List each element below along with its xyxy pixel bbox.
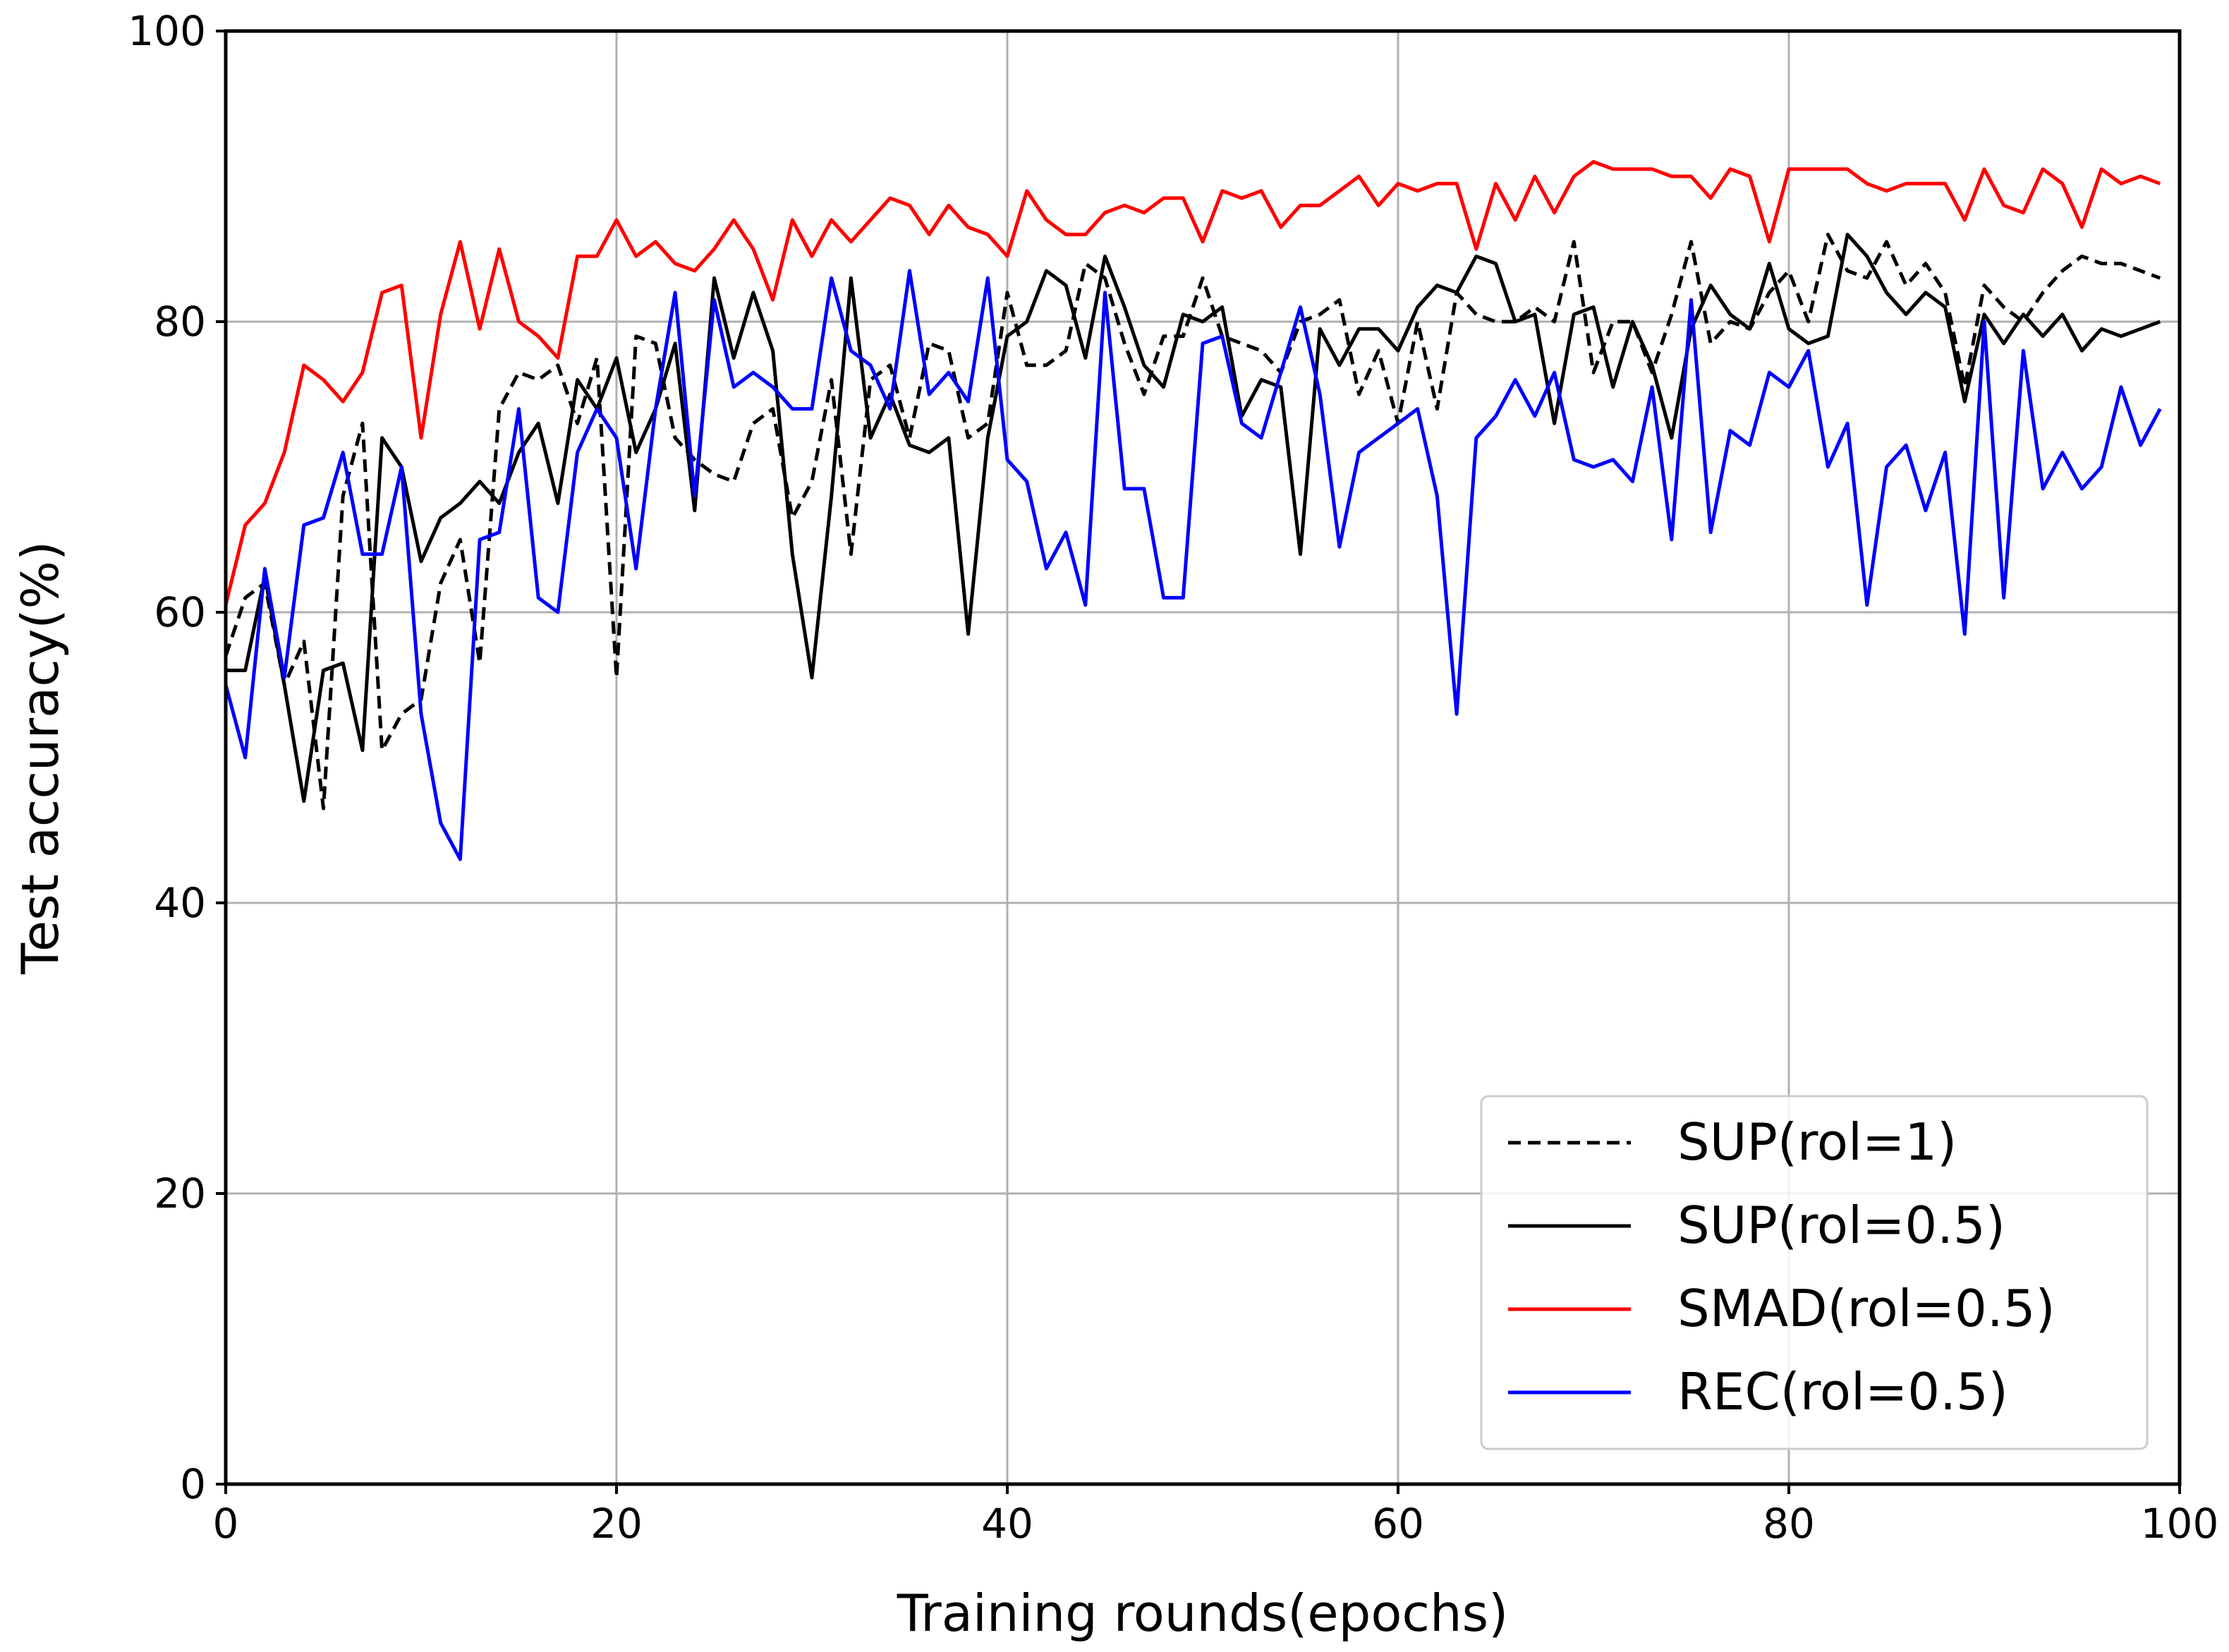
legend-label: SUP(rol=0.5) xyxy=(1677,1196,2005,1255)
legend-label: SMAD(rol=0.5) xyxy=(1677,1279,2055,1338)
axis-ticks: 0 20 40 60 80 100 0 20 40 60 80 100 xyxy=(128,7,2218,1548)
x-tick-label: 20 xyxy=(590,1500,643,1548)
y-tick-label: 80 xyxy=(154,298,206,346)
legend-label: REC(rol=0.5) xyxy=(1677,1362,2008,1421)
series-line-0 xyxy=(224,232,2161,810)
series-line-1 xyxy=(226,232,2161,803)
x-axis-title: Training rounds(epochs) xyxy=(897,1584,1509,1643)
series-line-3 xyxy=(224,269,2162,861)
x-tick-label: 80 xyxy=(1763,1500,1815,1548)
x-tick-label: 0 xyxy=(213,1500,239,1548)
legend-label: SUP(rol=1) xyxy=(1677,1112,1957,1172)
legend: SUP(rol=1) SUP(rol=0.5) SMAD(rol=0.5) REC(r… xyxy=(1480,1095,2149,1450)
x-tick-label: 60 xyxy=(1372,1500,1424,1548)
y-tick-label: 20 xyxy=(154,1170,206,1217)
x-tick-label: 100 xyxy=(2141,1500,2219,1548)
legend-box xyxy=(1480,1095,2149,1450)
y-tick-label: 60 xyxy=(154,588,206,636)
y-tick-label: 100 xyxy=(128,7,206,55)
plot-frame xyxy=(224,29,2182,1486)
y-tick-label: 0 xyxy=(180,1460,206,1508)
y-tick-label: 40 xyxy=(154,879,206,927)
series-lines xyxy=(224,159,2162,861)
series-line-2 xyxy=(224,159,2161,606)
y-axis-title: Test accuracy(%) xyxy=(11,541,70,975)
x-tick-label: 40 xyxy=(981,1500,1033,1548)
